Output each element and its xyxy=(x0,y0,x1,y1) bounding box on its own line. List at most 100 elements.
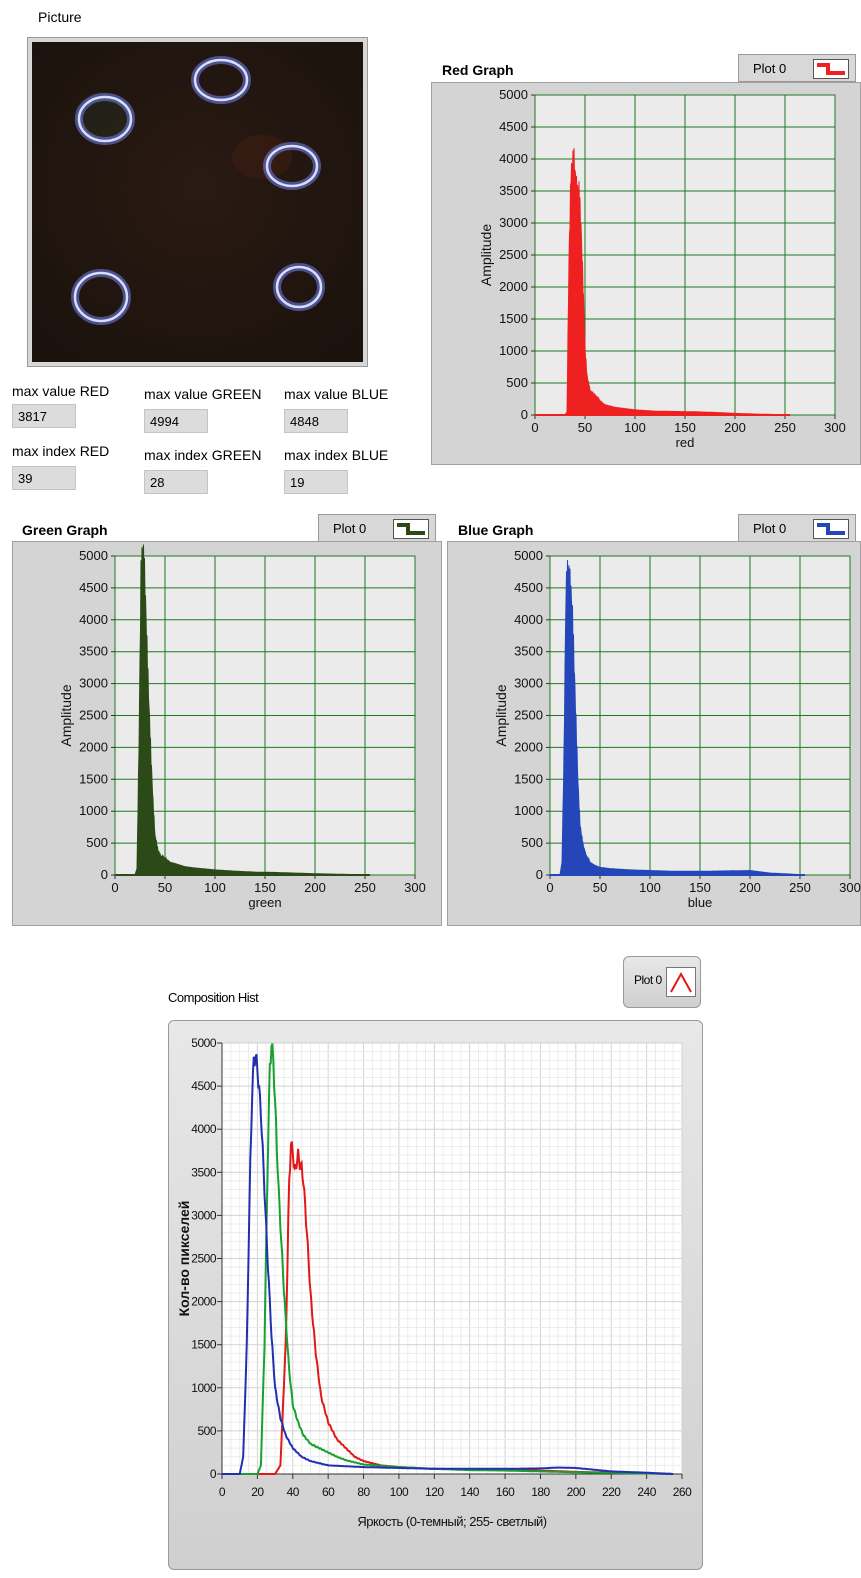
green-graph-title: Green Graph xyxy=(22,522,108,538)
x-tick-label: 50 xyxy=(593,880,607,895)
x-tick-label: 0 xyxy=(531,420,538,435)
max-index-blue-field[interactable]: 19 xyxy=(284,470,348,494)
y-tick-label: 3000 xyxy=(79,676,108,691)
x-tick-label: 150 xyxy=(689,880,711,895)
y-tick-label: 2000 xyxy=(514,739,543,754)
x-tick-label: 180 xyxy=(531,1485,550,1499)
x-tick-label: 160 xyxy=(496,1485,515,1499)
green-legend-swatch-icon xyxy=(393,519,429,539)
y-tick-label: 4000 xyxy=(79,612,108,627)
x-tick-label: 260 xyxy=(673,1485,692,1499)
blue-graph-legend[interactable]: Plot 0 xyxy=(738,514,856,542)
x-tick-label: 0 xyxy=(546,880,553,895)
y-tick-label: 0 xyxy=(101,867,108,882)
red-graph-panel: 0 50 100 150 200 250 300 0 500 1000 1500 2000 2500 30… xyxy=(431,82,861,465)
max-index-red-field[interactable]: 39 xyxy=(12,466,76,490)
y-tick-label: 3500 xyxy=(514,644,543,659)
x-tick-label: 250 xyxy=(789,880,811,895)
x-tick-label: 100 xyxy=(624,420,646,435)
max-index-red-label: max index RED xyxy=(12,443,110,459)
x-tick-label: 40 xyxy=(287,1485,300,1499)
blue-graph-title: Blue Graph xyxy=(458,522,534,538)
y-axis-label: Amplitude xyxy=(58,684,74,746)
max-value-red-label: max value RED xyxy=(12,383,110,399)
picture-image-svg xyxy=(32,42,363,362)
histogram-series xyxy=(550,560,805,876)
red-graph-chart[interactable]: 0 50 100 150 200 250 3000500100015002000250030… xyxy=(432,83,861,466)
y-tick-label: 5000 xyxy=(514,548,543,563)
x-tick-label: 200 xyxy=(739,880,761,895)
y-tick-label: 500 xyxy=(197,1424,216,1438)
green-graph-panel: 0 50 100 150 200 250 300 0 500 1000 1500 2000 2500 30… xyxy=(12,541,442,926)
composition-legend[interactable]: Plot 0 xyxy=(623,956,701,1008)
x-tick-label: 200 xyxy=(567,1485,586,1499)
y-tick-label: 2000 xyxy=(191,1295,217,1309)
composition-chart[interactable]: 0 20 40 60 80 100 120 140 160 180 200 220 240 260 0 500… xyxy=(169,1021,704,1571)
composition-title: Composition Hist xyxy=(168,990,259,1005)
y-axis-label: Кол-во пикселей xyxy=(176,1201,192,1317)
red-graph-legend[interactable]: Plot 0 xyxy=(738,54,856,82)
y-tick-label: 4500 xyxy=(514,580,543,595)
y-tick-label: 3000 xyxy=(514,676,543,691)
x-tick-label: 150 xyxy=(674,420,696,435)
red-graph-title: Red Graph xyxy=(442,62,514,78)
x-tick-label: 240 xyxy=(637,1485,656,1499)
y-tick-label: 4500 xyxy=(191,1079,217,1093)
max-value-red-field[interactable]: 3817 xyxy=(12,404,76,428)
x-tick-label: 0 xyxy=(111,880,118,895)
y-tick-label: 2000 xyxy=(499,279,528,294)
max-value-green-field[interactable]: 4994 xyxy=(144,409,208,433)
x-tick-label: 140 xyxy=(460,1485,479,1499)
max-index-green-field[interactable]: 28 xyxy=(144,470,208,494)
x-axis-label: blue xyxy=(688,895,713,910)
y-tick-label: 4000 xyxy=(499,151,528,166)
y-axis-label: Amplitude xyxy=(478,224,494,286)
x-tick-label: 250 xyxy=(774,420,796,435)
x-tick-label: 150 xyxy=(254,880,276,895)
y-tick-label: 3000 xyxy=(499,215,528,230)
y-tick-label: 4500 xyxy=(499,119,528,134)
y-tick-label: 1500 xyxy=(499,311,528,326)
picture-image xyxy=(32,42,363,362)
y-tick-label: 500 xyxy=(86,835,108,850)
y-tick-label: 0 xyxy=(536,867,543,882)
composition-legend-swatch-icon xyxy=(666,967,696,997)
y-tick-label: 1000 xyxy=(191,1381,217,1395)
green-graph-legend[interactable]: Plot 0 xyxy=(318,514,436,542)
y-tick-label: 2500 xyxy=(191,1252,217,1266)
y-tick-label: 1000 xyxy=(79,803,108,818)
picture-display xyxy=(27,37,368,367)
y-tick-label: 5000 xyxy=(191,1036,217,1050)
x-tick-label: 50 xyxy=(578,420,592,435)
x-tick-label: 300 xyxy=(839,880,861,895)
blue-legend-swatch-icon xyxy=(813,519,849,539)
max-value-blue-field[interactable]: 4848 xyxy=(284,409,348,433)
max-value-green-label: max value GREEN xyxy=(144,386,262,402)
y-tick-label: 2500 xyxy=(499,247,528,262)
y-tick-label: 1500 xyxy=(191,1338,217,1352)
red-graph-legend-label: Plot 0 xyxy=(753,60,787,76)
green-graph-chart[interactable]: 0 50 100 150 200 250 3000500100015002000250030… xyxy=(13,542,443,927)
blue-graph-legend-label: Plot 0 xyxy=(753,520,787,536)
y-tick-label: 500 xyxy=(506,375,528,390)
blue-graph-chart[interactable]: 0 50 100 150 200 250 3000500100015002000250030… xyxy=(448,542,861,927)
x-tick-label: 60 xyxy=(322,1485,335,1499)
y-tick-label: 1500 xyxy=(514,771,543,786)
max-index-green-label: max index GREEN xyxy=(144,447,262,463)
y-tick-label: 1000 xyxy=(499,343,528,358)
x-tick-label: 200 xyxy=(304,880,326,895)
x-axis-label: Яркость (0-темный; 255- светлый) xyxy=(357,1514,546,1529)
picture-label: Picture xyxy=(38,9,82,25)
max-value-blue-label: max value BLUE xyxy=(284,386,389,402)
x-tick-label: 250 xyxy=(354,880,376,895)
x-tick-label: 100 xyxy=(639,880,661,895)
composition-legend-label: Plot 0 xyxy=(634,973,662,987)
x-tick-label: 300 xyxy=(404,880,426,895)
y-tick-label: 3500 xyxy=(191,1165,217,1179)
y-tick-label: 1000 xyxy=(514,803,543,818)
red-legend-swatch-icon xyxy=(813,59,849,79)
x-tick-label: 300 xyxy=(824,420,846,435)
x-tick-label: 20 xyxy=(251,1485,264,1499)
max-index-blue-label: max index BLUE xyxy=(284,447,389,463)
green-graph-legend-label: Plot 0 xyxy=(333,520,367,536)
